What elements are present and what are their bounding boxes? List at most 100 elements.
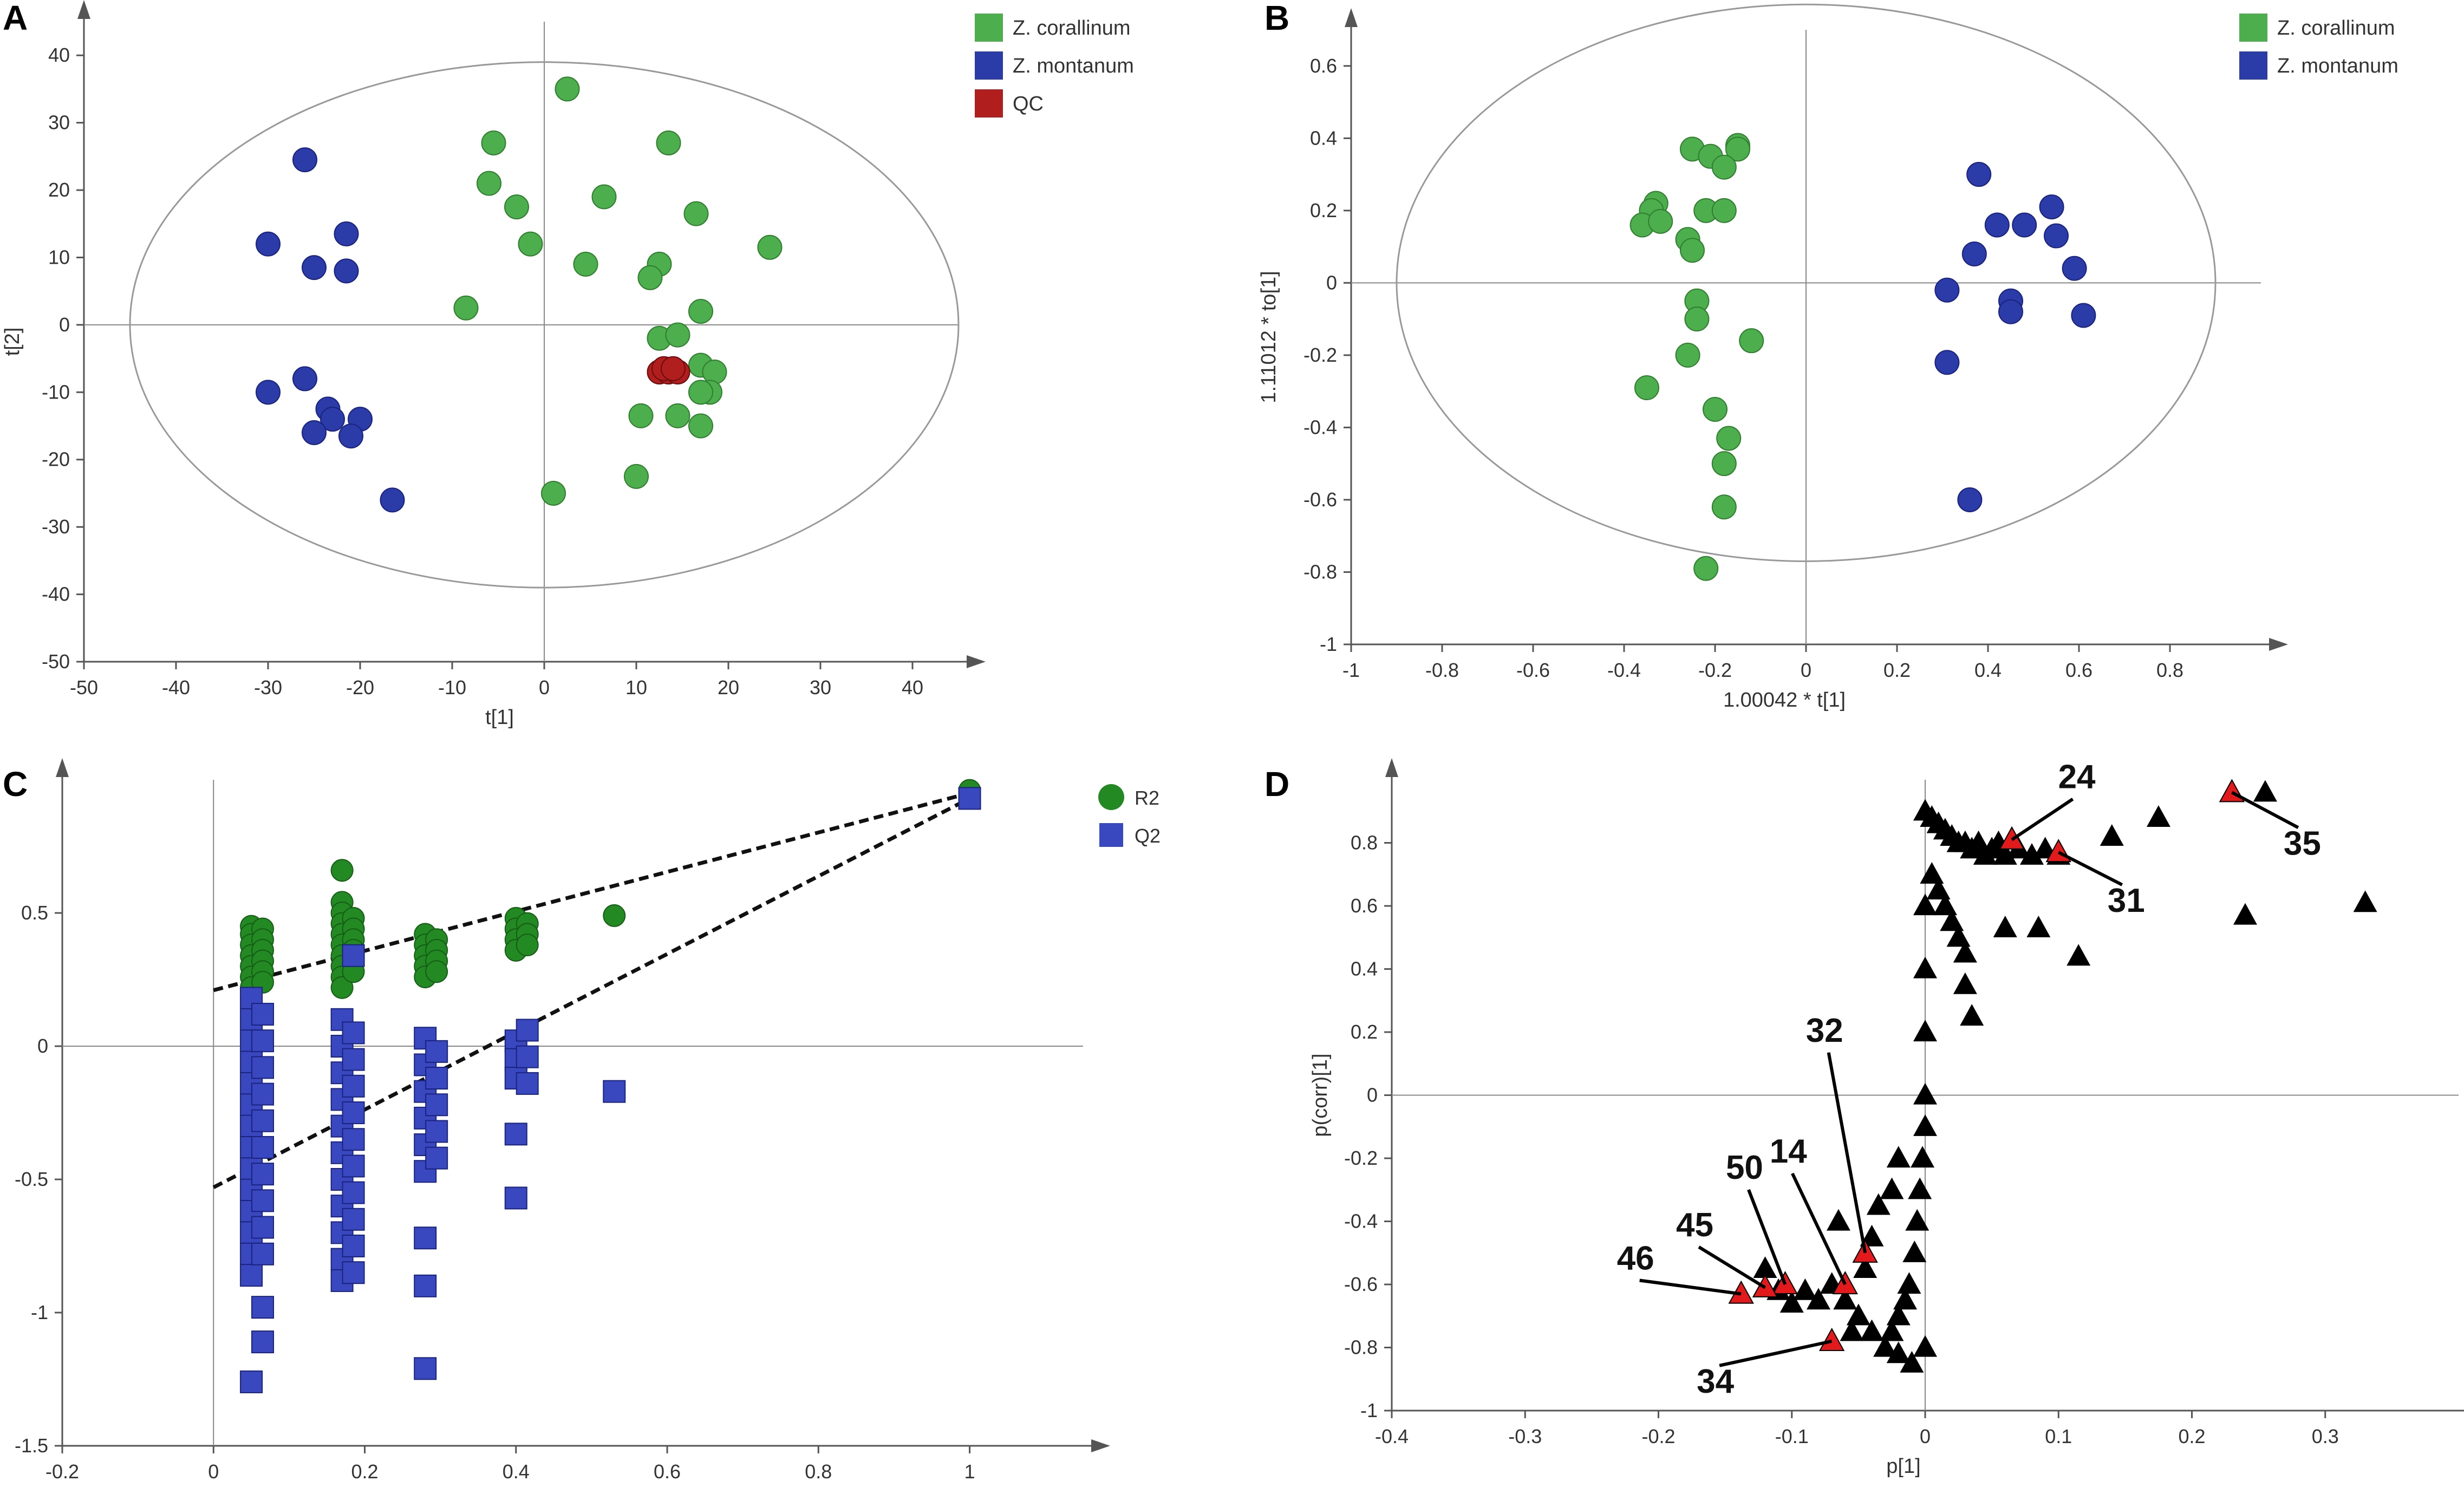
y-axis-title: t[2] <box>1 328 24 356</box>
variable-point <box>1913 1335 1937 1357</box>
z-corallinum-point <box>1711 494 1737 520</box>
z-corallinum-point <box>555 76 580 102</box>
z-corallinum-point <box>541 480 566 506</box>
variable-point <box>1913 893 1937 916</box>
variable-point <box>1753 1256 1777 1278</box>
q2-point <box>516 1072 539 1095</box>
z-corallinum-point <box>453 295 479 321</box>
y-tick-label: 0.2 <box>1310 199 1337 221</box>
variable-point <box>2146 805 2170 827</box>
z-montanum-point <box>2012 212 2037 238</box>
z-corallinum-point <box>1648 208 1673 234</box>
legend-label: Q2 <box>1135 825 1161 847</box>
q2-point <box>342 1128 365 1151</box>
z-corallinum-point <box>665 322 690 348</box>
z-corallinum-point <box>1703 397 1728 422</box>
z-montanum-point <box>256 231 281 257</box>
y-tick-label: -1 <box>1320 633 1337 655</box>
z-montanum-point <box>2062 256 2087 281</box>
x-tick-label: 40 <box>902 676 923 699</box>
x-tick-label: -10 <box>438 676 466 699</box>
q2-point <box>342 1074 365 1098</box>
highlighted-variable-point <box>1818 1327 1845 1351</box>
variable-point <box>1953 972 1977 994</box>
legend-swatch <box>2239 14 2267 42</box>
q2-point <box>425 1067 448 1090</box>
variable-point <box>1793 1278 1817 1300</box>
q2-point <box>240 1264 263 1287</box>
variable-point <box>1873 1335 1898 1357</box>
z-corallinum-point <box>1634 375 1659 400</box>
z-montanum-point <box>334 221 359 246</box>
x-axis-title: p[1] <box>1886 1455 1920 1478</box>
x-tick-label: 10 <box>625 676 647 699</box>
y-tick-label: -0.4 <box>1303 416 1337 438</box>
z-corallinum-point <box>518 231 543 257</box>
z-montanum-point <box>1998 299 2023 324</box>
variable-point <box>1920 862 1944 884</box>
z-montanum-point <box>1934 277 1960 303</box>
q2-point <box>251 1109 275 1132</box>
legend-label: Z. montanum <box>1013 55 1134 77</box>
annotation-label: 14 <box>1770 1133 1807 1170</box>
z-corallinum-point <box>688 380 713 405</box>
y-tick-label: 0.6 <box>1351 895 1378 917</box>
q2-point <box>342 944 365 967</box>
q2-point <box>251 1330 275 1354</box>
panel-b-plot: -1 -0.8 -0.6 -0.4 -0.2 0 0.2 0.4 0.6 0.8 -1 -0.8 -0.… <box>1257 3 2398 712</box>
q2-point <box>425 1093 448 1117</box>
annotation-label: 45 <box>1676 1206 1713 1244</box>
y-tick-label: 0 <box>37 1035 48 1057</box>
r2-point <box>330 976 354 999</box>
annotation-label: 31 <box>2108 882 2145 919</box>
z-montanum-point <box>302 420 327 445</box>
y-tick-label: -50 <box>42 650 70 673</box>
z-corallinum-point <box>1675 342 1700 368</box>
variable-point <box>1886 1146 1911 1168</box>
q2-point <box>251 1056 275 1079</box>
variable-point <box>2020 843 2044 865</box>
z-corallinum-point <box>1711 198 1737 223</box>
y-tick-label: 0.6 <box>1310 55 1337 77</box>
variable-point <box>1913 1114 1937 1136</box>
q2-point <box>414 1357 437 1380</box>
q2-point <box>504 1186 527 1210</box>
variable-point <box>1926 878 1951 899</box>
y-tick-label: 20 <box>48 179 70 201</box>
variable-point <box>1840 1319 1864 1341</box>
z-montanum-point <box>338 423 363 449</box>
regression-line <box>213 791 970 993</box>
r2-point <box>516 934 539 957</box>
x-tick-label: 0 <box>208 1460 219 1483</box>
variable-point <box>1846 1303 1870 1326</box>
y-tick-label: -10 <box>42 381 70 403</box>
x-tick-label: -30 <box>254 676 282 699</box>
panel-b-label: B <box>1264 0 1289 37</box>
x-tick-label: 0.6 <box>654 1460 681 1483</box>
variable-point <box>1913 1082 1937 1105</box>
y-axis-title: 1.11012 * to[1] <box>1257 271 1280 403</box>
panel-a: A -50 -40 -30 -20 -10 0 10 20 30 40 -50 -40 -30 -20 -1… <box>1 0 1134 729</box>
q2-point <box>342 1181 365 1204</box>
q2-point <box>504 1123 527 1146</box>
variable-point <box>1905 1209 1930 1231</box>
r2-point <box>603 904 626 927</box>
annotation-label: 35 <box>2284 825 2321 862</box>
q2-point <box>516 1019 539 1042</box>
q2-point <box>251 1029 275 1053</box>
x-axis-arrow <box>2269 638 2288 651</box>
hotelling-ellipse <box>129 61 960 589</box>
q2-point <box>958 787 981 810</box>
variable-point <box>1880 1177 1904 1199</box>
q2-point <box>251 1216 275 1239</box>
variable-point <box>1866 1193 1891 1215</box>
z-corallinum-point <box>656 130 681 155</box>
z-montanum-point <box>256 380 281 405</box>
variable-point <box>1900 1351 1924 1373</box>
variable-point <box>1886 1341 1911 1363</box>
variable-point <box>1993 915 2017 937</box>
x-tick-label: -0.2 <box>1698 659 1732 681</box>
variable-point <box>2026 915 2051 937</box>
y-tick-label: -0.5 <box>15 1168 48 1190</box>
y-tick-label: -0.8 <box>1344 1336 1378 1359</box>
